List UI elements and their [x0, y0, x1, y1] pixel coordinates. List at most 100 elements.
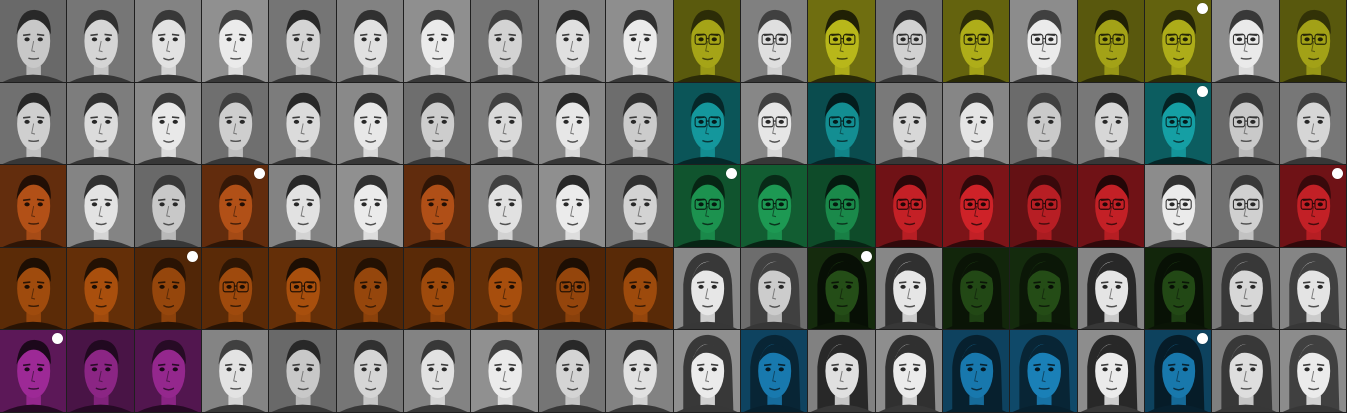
face-photo — [202, 0, 268, 82]
face-photo — [606, 165, 673, 247]
face-photo — [606, 330, 673, 412]
face-tile — [1078, 83, 1144, 164]
selection-dot-marker — [52, 333, 63, 344]
face-tile — [0, 248, 66, 329]
face-tile — [404, 248, 470, 329]
face-tile — [1280, 0, 1346, 82]
face-tile — [1145, 0, 1211, 82]
face-tile — [539, 165, 605, 247]
face-photo — [1280, 330, 1346, 412]
face-photo — [1212, 330, 1279, 412]
face-photo — [1078, 83, 1144, 164]
face-tile — [337, 165, 403, 247]
face-tile — [404, 330, 470, 412]
face-tile — [1280, 165, 1346, 247]
color-tint-overlay — [135, 330, 201, 412]
color-tint-overlay — [471, 248, 538, 329]
face-tile — [471, 330, 538, 412]
face-tile — [471, 83, 538, 164]
face-photo — [741, 248, 807, 329]
face-photo — [471, 0, 538, 82]
color-tint-overlay — [943, 165, 1009, 247]
face-tile — [67, 0, 134, 82]
face-photo — [135, 0, 201, 82]
selection-dot-marker — [1197, 333, 1208, 344]
face-tile — [943, 165, 1009, 247]
face-tile — [943, 83, 1009, 164]
face-photo — [539, 0, 605, 82]
face-tile — [269, 330, 336, 412]
face-tile — [135, 330, 201, 412]
color-tint-overlay — [202, 248, 268, 329]
face-tile — [876, 83, 942, 164]
face-photo — [337, 0, 403, 82]
face-photo — [1010, 0, 1077, 82]
face-tile — [337, 83, 403, 164]
face-tile — [741, 83, 807, 164]
face-tile — [202, 330, 268, 412]
face-tile — [674, 248, 740, 329]
face-tile — [0, 165, 66, 247]
face-photo — [0, 0, 66, 82]
face-tile — [1280, 330, 1346, 412]
face-tile — [269, 248, 336, 329]
face-tile — [606, 83, 673, 164]
selection-dot-marker — [1197, 3, 1208, 14]
face-photo — [674, 248, 740, 329]
color-tint-overlay — [808, 83, 875, 164]
face-photo — [471, 165, 538, 247]
color-tint-overlay — [1280, 0, 1346, 82]
face-photo — [269, 0, 336, 82]
face-tile — [1145, 83, 1211, 164]
face-photo — [1280, 248, 1346, 329]
face-tile — [876, 330, 942, 412]
face-photo — [876, 83, 942, 164]
face-photo — [1078, 330, 1144, 412]
face-photo — [876, 248, 942, 329]
face-tile — [808, 0, 875, 82]
face-tile — [1010, 0, 1077, 82]
face-tile — [404, 83, 470, 164]
color-tint-overlay — [269, 248, 336, 329]
face-tile — [269, 165, 336, 247]
face-photo — [606, 83, 673, 164]
face-tile — [741, 248, 807, 329]
color-tint-overlay — [674, 0, 740, 82]
face-photo — [135, 165, 201, 247]
face-photo — [269, 165, 336, 247]
face-tile — [943, 248, 1009, 329]
face-tile — [337, 248, 403, 329]
face-photo — [1212, 248, 1279, 329]
face-tile — [135, 248, 201, 329]
face-tile — [876, 248, 942, 329]
face-photo — [202, 83, 268, 164]
face-tile — [808, 165, 875, 247]
face-tile — [1212, 83, 1279, 164]
face-tile — [606, 330, 673, 412]
face-tile — [741, 165, 807, 247]
face-tile — [1212, 0, 1279, 82]
face-tile — [404, 165, 470, 247]
face-tile — [471, 165, 538, 247]
face-tile — [1078, 0, 1144, 82]
face-tile — [337, 0, 403, 82]
face-tile — [1145, 165, 1211, 247]
color-tint-overlay — [539, 248, 605, 329]
face-tile — [539, 0, 605, 82]
color-tint-overlay — [337, 248, 403, 329]
face-tile — [0, 330, 66, 412]
face-tile — [808, 83, 875, 164]
selection-dot-marker — [254, 168, 265, 179]
face-tile — [741, 330, 807, 412]
color-tint-overlay — [67, 330, 134, 412]
face-tile — [1078, 248, 1144, 329]
face-tile — [1212, 248, 1279, 329]
face-tile — [1280, 248, 1346, 329]
face-photo — [404, 83, 470, 164]
color-tint-overlay — [808, 165, 875, 247]
face-photo — [67, 83, 134, 164]
color-tint-overlay — [67, 248, 134, 329]
selection-dot-marker — [1197, 86, 1208, 97]
face-tile — [1212, 165, 1279, 247]
color-tint-overlay — [1010, 248, 1077, 329]
